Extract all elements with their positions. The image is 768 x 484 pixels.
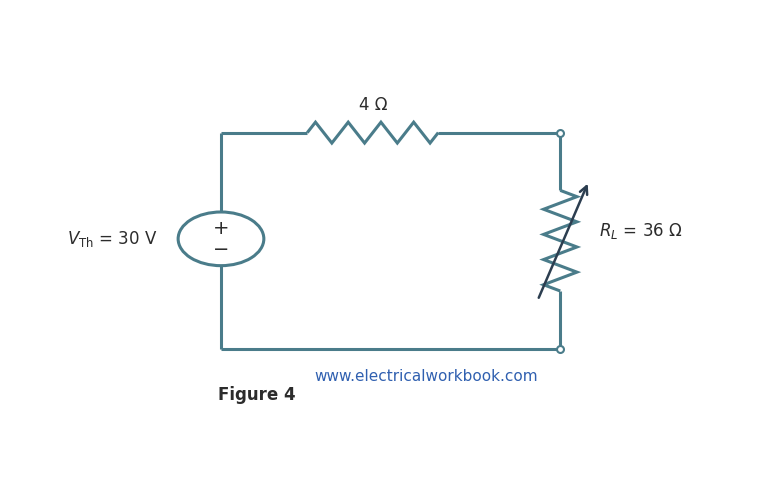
Text: Figure 4: Figure 4 (218, 386, 296, 404)
Text: $V_{\mathrm{Th}}$ = 30 V: $V_{\mathrm{Th}}$ = 30 V (67, 229, 157, 249)
Text: www.electricalworkbook.com: www.electricalworkbook.com (315, 369, 538, 384)
Text: 4 Ω: 4 Ω (359, 96, 387, 114)
Text: −: − (213, 240, 229, 258)
Text: $R_L$ = 36 Ω: $R_L$ = 36 Ω (599, 221, 683, 242)
Text: +: + (213, 219, 229, 238)
